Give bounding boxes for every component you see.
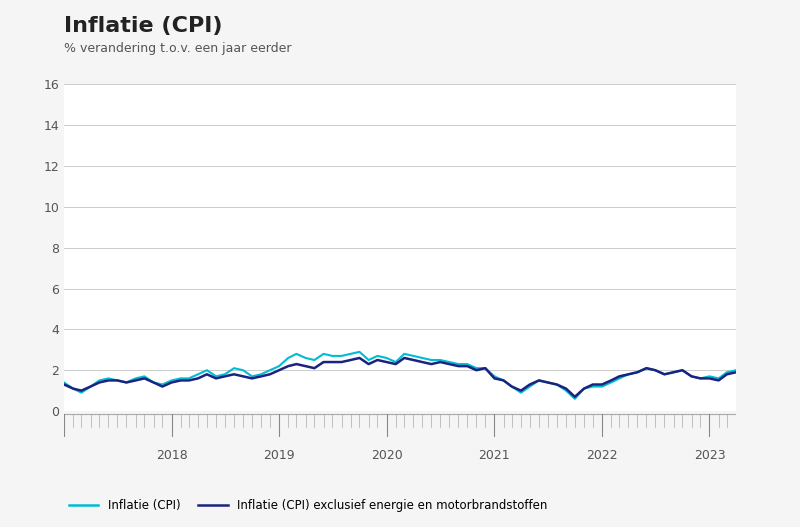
Text: 4,4%: 4,4% — [0, 526, 1, 527]
Text: 8,1%: 8,1% — [0, 526, 1, 527]
Text: 2019: 2019 — [263, 448, 295, 462]
Text: Inflatie (CPI): Inflatie (CPI) — [64, 16, 222, 36]
Text: 2021: 2021 — [478, 448, 510, 462]
Legend: Inflatie (CPI), Inflatie (CPI) exclusief energie en motorbrandstoffen: Inflatie (CPI), Inflatie (CPI) exclusief… — [64, 495, 552, 517]
Text: 2018: 2018 — [156, 448, 187, 462]
Text: 2020: 2020 — [370, 448, 402, 462]
Text: 2022: 2022 — [586, 448, 618, 462]
Text: 2023: 2023 — [694, 448, 726, 462]
Text: % verandering t.o.v. een jaar eerder: % verandering t.o.v. een jaar eerder — [64, 42, 291, 55]
